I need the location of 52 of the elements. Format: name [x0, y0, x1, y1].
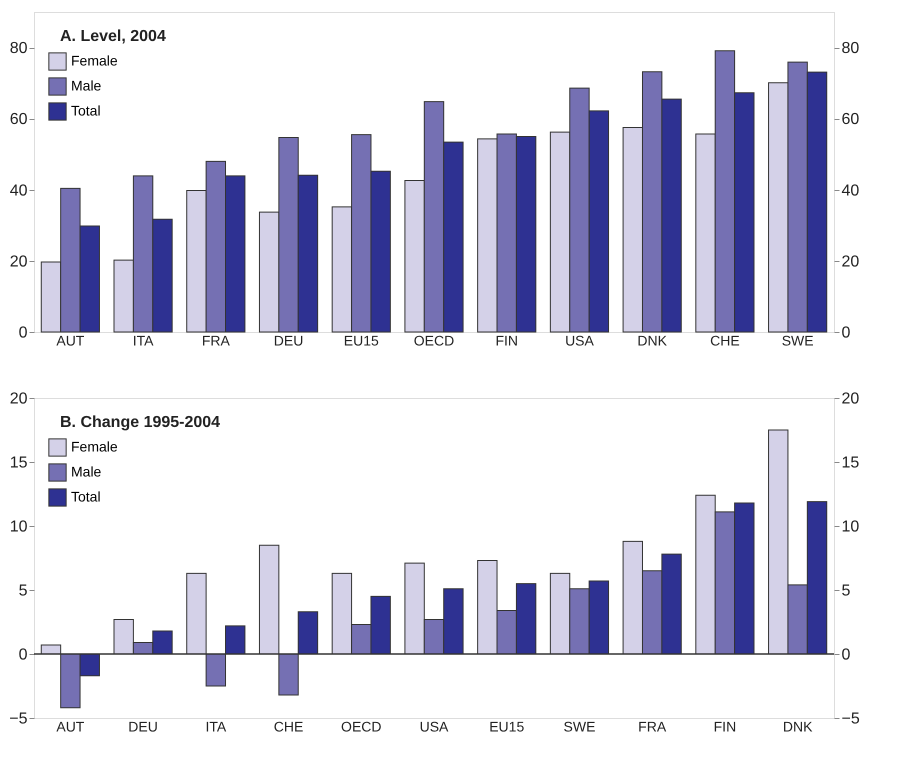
- x-tick-label: CHE: [710, 332, 740, 348]
- y2-tick-label: 20: [842, 390, 860, 408]
- x-tick-label: OECD: [341, 718, 382, 734]
- y2-tick-label: 0: [842, 646, 850, 664]
- x-tick-label: OECD: [414, 332, 454, 348]
- y2-tick-label: 0: [842, 324, 850, 342]
- y2-tick-label: −5: [842, 710, 860, 728]
- y-tick-label: 10: [10, 518, 28, 536]
- y-tick-label: 20: [10, 253, 28, 270]
- y2-tick-label: 15: [842, 454, 860, 472]
- text: A. Level, 2004: [60, 28, 166, 45]
- text: B. Change 1995-2004: [60, 414, 220, 431]
- x-tick-label: FIN: [714, 718, 736, 734]
- legend-label: Male: [71, 78, 102, 94]
- x-tick-label: DEU: [128, 718, 158, 734]
- y2-tick-label: 60: [842, 111, 860, 128]
- x-tick-label: ITA: [205, 718, 227, 734]
- y-tick-label: −5: [9, 710, 28, 728]
- legend-label: Total: [71, 488, 101, 504]
- x-tick-label: EU15: [489, 718, 524, 734]
- y-tick-label: 60: [10, 111, 28, 128]
- legend-label: Total: [71, 102, 101, 118]
- y-tick-label: 15: [10, 454, 28, 472]
- y2-tick-label: 40: [842, 182, 860, 200]
- x-tick-label: FIN: [495, 332, 518, 348]
- y2-tick-label: 80: [842, 40, 860, 58]
- y2-tick-label: 10: [842, 518, 860, 536]
- y2-tick-label: 5: [842, 582, 850, 600]
- y-tick-label: 5: [18, 582, 28, 600]
- legend-label: Male: [71, 464, 102, 480]
- x-tick-label: USA: [565, 332, 595, 348]
- x-tick-label: CHE: [274, 718, 304, 734]
- legend-label: Female: [71, 52, 118, 68]
- x-tick-label: AUT: [56, 718, 85, 734]
- y-tick-label: 40: [10, 182, 28, 200]
- y-tick-label: 20: [10, 390, 28, 408]
- x-tick-label: EU15: [344, 332, 379, 348]
- x-tick-label: FRA: [638, 718, 667, 734]
- y-tick-label: 0: [18, 646, 28, 664]
- x-tick-label: ITA: [132, 332, 154, 348]
- x-tick-label: AUT: [56, 332, 85, 348]
- x-tick-label: USA: [420, 718, 450, 734]
- y2-tick-label: 20: [842, 253, 860, 270]
- x-tick-label: DNK: [782, 718, 814, 734]
- legend-label: Female: [71, 438, 118, 454]
- y-tick-label: 0: [18, 324, 28, 342]
- x-tick-label: SWE: [564, 718, 596, 734]
- x-tick-label: DNK: [637, 332, 668, 348]
- y-tick-label: 80: [10, 40, 28, 58]
- x-tick-label: DEU: [274, 332, 304, 348]
- x-tick-label: FRA: [202, 332, 230, 348]
- x-tick-label: SWE: [782, 332, 814, 348]
